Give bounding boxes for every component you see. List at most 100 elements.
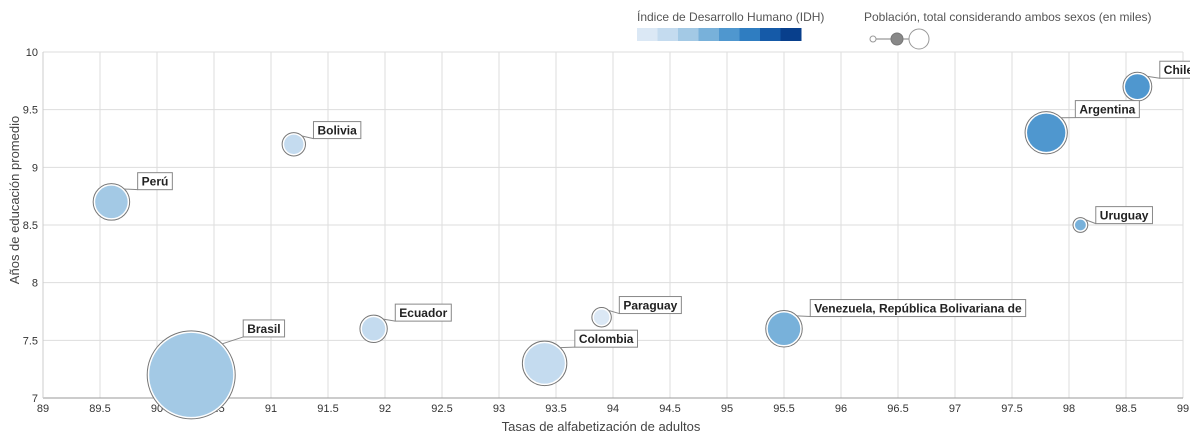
point-label-leader (560, 346, 575, 349)
labels-layer: Perú Bolivia Brasil Ecuador Colombia Paraguay… (124, 60, 1190, 349)
point-label-box (394, 303, 452, 322)
legend-color-title: Índice de Desarrollo Humano (IDH) (637, 9, 824, 24)
x-tick-label: 92.5 (431, 403, 452, 415)
bubble-point[interactable] (146, 330, 236, 420)
x-tick-label: 89 (37, 403, 49, 415)
point-label-leader (1085, 219, 1096, 225)
x-tick-label: 94.5 (659, 403, 680, 415)
point-label-leader (222, 336, 244, 345)
point-label: Venezuela, República Bolivariana de (796, 299, 1027, 318)
bubble-fill (1027, 113, 1066, 152)
point-label-text: Bolivia (317, 124, 357, 138)
point-label-leader (301, 135, 314, 140)
y-tick-label: 8.5 (23, 220, 38, 232)
x-tick-label: 96.5 (887, 403, 908, 415)
y-tick-label: 9.5 (23, 105, 38, 117)
point-label: Uruguay (1085, 206, 1153, 225)
x-tick-label: 92 (379, 403, 391, 415)
bubble-point[interactable] (92, 183, 131, 221)
y-tick-label: 10 (26, 47, 38, 59)
point-label-box (1095, 206, 1153, 225)
x-tick-label: 96 (835, 403, 847, 415)
y-tick-label: 7.5 (23, 335, 38, 347)
x-axis-title: Tasas de alfabetización de adultos (502, 419, 701, 434)
point-label-text: Uruguay (1100, 209, 1149, 223)
bubble-point[interactable] (1024, 111, 1068, 155)
point-label-text: Argentina (1079, 103, 1135, 117)
point-label-leader (124, 188, 138, 191)
y-axis-title: Años de educación promedio (7, 116, 22, 284)
point-label: Chile (1147, 60, 1190, 79)
bubble-fill (361, 317, 386, 341)
legend-size-scale (869, 28, 930, 50)
y-tick-label: 9 (32, 162, 38, 174)
point-label-text: Brasil (247, 322, 280, 336)
legend-color-swatch (698, 28, 720, 41)
x-tick-label: 89.5 (89, 403, 110, 415)
point-label: Ecuador (383, 303, 452, 322)
legend-color-swatch (719, 28, 740, 41)
bubble-point[interactable] (281, 132, 306, 157)
legend-color-swatch (760, 28, 781, 41)
x-tick-label: 93 (493, 403, 505, 415)
point-label-text: Ecuador (399, 306, 447, 320)
point-label: Argentina (1061, 100, 1140, 119)
bubble-point[interactable] (521, 340, 568, 387)
bubble-point[interactable] (359, 314, 388, 343)
point-label-box (809, 299, 1027, 318)
point-label-text: Chile (1164, 63, 1190, 77)
point-label-text: Perú (142, 175, 169, 189)
point-label-text: Colombia (579, 332, 634, 346)
legend-color-swatch (739, 28, 761, 41)
point-label: Paraguay (608, 296, 682, 315)
legend-size-title: Población, total considerando ambos sexo… (864, 10, 1151, 24)
bubble-fill (95, 185, 128, 219)
x-tick-label: 93.5 (545, 403, 566, 415)
point-label-box (1159, 60, 1190, 79)
point-label: Bolivia (301, 121, 362, 140)
point-label-box (618, 296, 682, 315)
bubble-fill (284, 134, 304, 154)
legend-color-scale (637, 28, 802, 41)
point-label: Perú (124, 172, 173, 191)
x-tick-label: 97.5 (1001, 403, 1022, 415)
point-label-box (242, 319, 286, 338)
bubble-fill (767, 312, 801, 346)
y-tick-label: 7 (32, 393, 38, 405)
x-tick-label: 95 (721, 403, 733, 415)
legend-color-swatch (657, 28, 679, 41)
point-label: Colombia (560, 329, 638, 349)
bubble-point[interactable] (1122, 71, 1153, 102)
x-tick-label: 91 (265, 403, 277, 415)
point-label-box (137, 172, 173, 191)
x-axis-ticks: 8989.59090.59191.59292.59393.59494.59595… (37, 403, 1189, 415)
bubble-fill (1125, 74, 1150, 99)
x-tick-label: 97 (949, 403, 961, 415)
y-tick-label: 8 (32, 278, 38, 290)
point-label-box (312, 121, 362, 140)
legend-color-swatch (637, 28, 658, 41)
bubble-point[interactable] (591, 307, 612, 328)
bubble-fill (1075, 219, 1086, 231)
bubble-fill (149, 332, 234, 417)
point-label-leader (796, 315, 811, 318)
bubble-point[interactable] (1072, 217, 1089, 233)
x-tick-label: 98.5 (1115, 403, 1136, 415)
point-label-leader (1147, 75, 1160, 79)
legend-color-swatch (678, 28, 699, 41)
bubble-fill (593, 309, 610, 325)
legend-size-medium (890, 32, 904, 46)
point-label-box (574, 329, 638, 348)
x-tick-label: 99 (1177, 403, 1189, 415)
legend-color-swatch (780, 28, 802, 41)
point-label-leader (608, 309, 620, 315)
point-label-text: Venezuela, República Bolivariana de (814, 302, 1022, 316)
x-tick-label: 91.5 (317, 403, 338, 415)
bubble-fill (524, 343, 565, 384)
x-tick-label: 95.5 (773, 403, 794, 415)
point-label-leader (383, 318, 396, 322)
legend-size-small (869, 35, 877, 43)
bubble-point[interactable] (765, 310, 803, 348)
legend-size-large (908, 28, 930, 50)
